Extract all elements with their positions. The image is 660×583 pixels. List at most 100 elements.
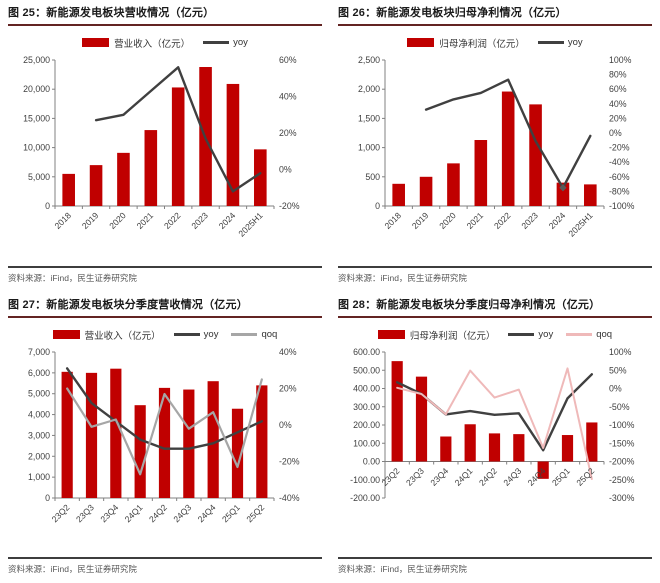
svg-text:23Q2: 23Q2 bbox=[380, 466, 402, 488]
svg-text:0%: 0% bbox=[279, 165, 292, 175]
bar-swatch-icon bbox=[407, 38, 435, 48]
figure-28-panel: 图 28：新能源发电板块分季度归母净利情况（亿元） 归母净利润（亿元） yoy … bbox=[330, 292, 660, 583]
svg-text:1,500: 1,500 bbox=[358, 114, 380, 124]
svg-text:500.00: 500.00 bbox=[353, 366, 380, 376]
legend-item-revenue: 营业收入（亿元） bbox=[52, 328, 161, 342]
svg-text:40%: 40% bbox=[279, 347, 297, 357]
svg-text:25Q2: 25Q2 bbox=[574, 466, 596, 488]
svg-text:20,000: 20,000 bbox=[23, 84, 50, 94]
legend-label: 归母净利润（亿元） bbox=[439, 38, 525, 50]
svg-text:2024: 2024 bbox=[547, 210, 568, 231]
figure-27-chart: 0 1,000 2,000 3,000 4,000 5,000 6,000 7,000 -40%… bbox=[8, 344, 322, 546]
svg-text:-200.00: -200.00 bbox=[350, 493, 380, 503]
svg-text:23Q3: 23Q3 bbox=[74, 502, 96, 524]
svg-text:-200%: -200% bbox=[609, 457, 635, 467]
bar-swatch-icon bbox=[82, 38, 110, 48]
svg-text:5,000: 5,000 bbox=[28, 389, 50, 399]
legend-item-revenue: 营业收入（亿元） bbox=[82, 36, 190, 50]
bar-swatch-icon bbox=[52, 330, 80, 340]
line-swatch-icon bbox=[203, 41, 230, 45]
svg-text:-250%: -250% bbox=[609, 475, 635, 485]
svg-text:6,000: 6,000 bbox=[28, 368, 50, 378]
svg-text:24Q2: 24Q2 bbox=[477, 466, 499, 488]
legend-item-netprofit: 归母净利润（亿元） bbox=[377, 328, 496, 342]
legend-label: 营业收入（亿元） bbox=[114, 38, 191, 50]
svg-text:-80%: -80% bbox=[609, 187, 630, 197]
svg-text:2025H1: 2025H1 bbox=[236, 210, 265, 239]
figure-27-panel: 图 27：新能源发电板块分季度营收情况（亿元） 营业收入（亿元） yoy qoq… bbox=[0, 292, 330, 583]
svg-text:0: 0 bbox=[45, 201, 50, 211]
figure-25-chart: 0 5,000 10,000 15,000 20,000 25,000 -20% 0% 20% 4… bbox=[8, 52, 322, 254]
svg-text:-300%: -300% bbox=[609, 493, 635, 503]
svg-text:-50%: -50% bbox=[609, 402, 630, 412]
svg-text:24Q1: 24Q1 bbox=[123, 502, 145, 524]
svg-text:2019: 2019 bbox=[410, 210, 431, 231]
figure-27-title: 图 27：新能源发电板块分季度营收情况（亿元） bbox=[8, 299, 248, 311]
svg-text:24Q1: 24Q1 bbox=[453, 466, 475, 488]
svg-text:2,000: 2,000 bbox=[358, 84, 380, 94]
figure-28-title: 图 28：新能源发电板块分季度归母净利情况（亿元） bbox=[338, 299, 601, 311]
svg-text:2020: 2020 bbox=[437, 210, 458, 231]
figure-26-legend: 归母净利润（亿元） yoy bbox=[338, 36, 652, 50]
figure-25-legend: 营业收入（亿元） yoy bbox=[8, 36, 322, 50]
line-swatch-icon bbox=[231, 333, 258, 337]
line-swatch-icon bbox=[508, 333, 535, 337]
svg-text:50%: 50% bbox=[609, 366, 627, 376]
svg-text:2019: 2019 bbox=[80, 210, 101, 231]
line-swatch-icon bbox=[173, 333, 200, 337]
figure-26-panel: 图 26：新能源发电板块归母净利情况（亿元） 归母净利润（亿元） yoy 0 50… bbox=[330, 0, 660, 292]
svg-text:100%: 100% bbox=[609, 55, 632, 65]
legend-label: yoy bbox=[567, 37, 583, 49]
svg-text:24Q4: 24Q4 bbox=[196, 502, 218, 524]
figure-26-title: 图 26：新能源发电板块归母净利情况（亿元） bbox=[338, 7, 567, 19]
svg-text:-100.00: -100.00 bbox=[350, 475, 380, 485]
svg-text:80%: 80% bbox=[609, 70, 627, 80]
svg-text:200.00: 200.00 bbox=[353, 420, 380, 430]
svg-text:40%: 40% bbox=[279, 92, 297, 102]
svg-text:7,000: 7,000 bbox=[28, 347, 50, 357]
svg-text:25Q2: 25Q2 bbox=[244, 502, 266, 524]
svg-text:0: 0 bbox=[375, 201, 380, 211]
figure-26-source-rule bbox=[338, 266, 652, 268]
figure-25-title-rule bbox=[8, 24, 322, 27]
figure-27-source: 资料来源：iFind，民生证券研究院 bbox=[8, 564, 137, 574]
figure-27-legend: 营业收入（亿元） yoy qoq bbox=[8, 328, 322, 342]
svg-text:-40%: -40% bbox=[279, 493, 300, 503]
legend-item-yoy: yoy bbox=[508, 329, 553, 340]
figure-25-source-rule bbox=[8, 266, 322, 268]
legend-item-netprofit: 归母净利润（亿元） bbox=[407, 36, 525, 50]
figure-28-legend: 归母净利润（亿元） yoy qoq bbox=[338, 328, 652, 342]
svg-text:0: 0 bbox=[45, 493, 50, 503]
svg-text:2022: 2022 bbox=[492, 210, 513, 231]
svg-text:60%: 60% bbox=[279, 55, 297, 65]
svg-text:600.00: 600.00 bbox=[353, 347, 380, 357]
svg-text:20%: 20% bbox=[279, 384, 297, 394]
svg-text:25Q1: 25Q1 bbox=[220, 502, 242, 524]
svg-text:-150%: -150% bbox=[609, 439, 635, 449]
svg-text:23Q3: 23Q3 bbox=[404, 466, 426, 488]
legend-label: qoq bbox=[261, 329, 278, 341]
figure-25-panel: 图 25：新能源发电板块营收情况（亿元） 营业收入（亿元） yoy 0 5,000… bbox=[0, 0, 330, 292]
legend-label: 归母净利润（亿元） bbox=[409, 330, 496, 342]
figure-28-source: 资料来源：iFind，民生证券研究院 bbox=[338, 564, 467, 574]
svg-text:500: 500 bbox=[365, 172, 380, 182]
svg-text:4,000: 4,000 bbox=[28, 410, 50, 420]
svg-text:-40%: -40% bbox=[609, 157, 630, 167]
legend-label: 营业收入（亿元） bbox=[84, 330, 161, 342]
legend-item-yoy: yoy bbox=[203, 37, 248, 48]
svg-text:2022: 2022 bbox=[162, 210, 183, 231]
svg-text:400.00: 400.00 bbox=[353, 384, 380, 394]
svg-text:2023: 2023 bbox=[189, 210, 210, 231]
svg-text:0%: 0% bbox=[609, 128, 622, 138]
legend-item-yoy: yoy bbox=[537, 37, 583, 49]
svg-text:2018: 2018 bbox=[53, 210, 74, 231]
svg-text:20%: 20% bbox=[609, 114, 627, 124]
line-swatch-icon bbox=[566, 333, 593, 337]
figure-28-title-rule bbox=[338, 316, 652, 319]
svg-text:2024: 2024 bbox=[217, 210, 238, 231]
legend-item-qoq: qoq bbox=[231, 329, 277, 340]
figure-25-title: 图 25：新能源发电板块营收情况（亿元） bbox=[8, 7, 215, 19]
svg-text:25,000: 25,000 bbox=[23, 55, 50, 65]
svg-text:0%: 0% bbox=[279, 420, 292, 430]
